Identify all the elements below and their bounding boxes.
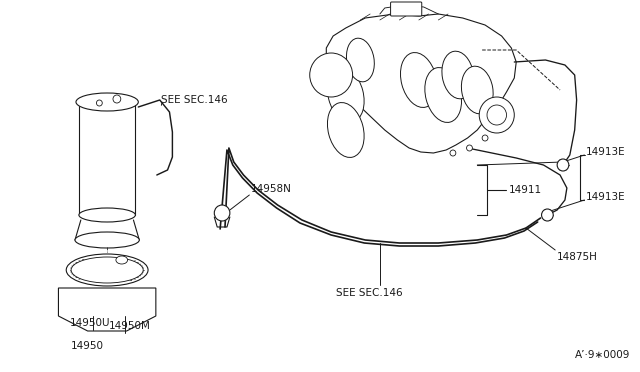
Circle shape <box>214 205 230 221</box>
Ellipse shape <box>346 38 374 82</box>
Text: 14913E: 14913E <box>586 147 625 157</box>
Ellipse shape <box>79 208 136 222</box>
Text: 14875H: 14875H <box>557 252 598 262</box>
Circle shape <box>557 159 569 171</box>
Ellipse shape <box>425 68 461 122</box>
Ellipse shape <box>66 254 148 286</box>
Circle shape <box>467 145 472 151</box>
Circle shape <box>450 150 456 156</box>
Ellipse shape <box>71 257 143 283</box>
Ellipse shape <box>442 51 474 99</box>
Text: SEE SEC.146: SEE SEC.146 <box>161 95 227 105</box>
Text: 14950: 14950 <box>71 341 104 351</box>
Text: 14913E: 14913E <box>586 192 625 202</box>
Circle shape <box>113 95 121 103</box>
FancyBboxPatch shape <box>390 2 422 16</box>
Circle shape <box>482 135 488 141</box>
Text: 14958N: 14958N <box>250 184 291 194</box>
Circle shape <box>541 209 553 221</box>
Text: 14950M: 14950M <box>109 321 151 331</box>
Circle shape <box>97 100 102 106</box>
Ellipse shape <box>328 68 364 122</box>
Text: A’·9∗0009: A’·9∗0009 <box>575 350 630 360</box>
Ellipse shape <box>401 52 437 108</box>
Text: 14950U: 14950U <box>70 318 111 328</box>
Ellipse shape <box>461 66 493 114</box>
Ellipse shape <box>116 256 127 264</box>
Ellipse shape <box>328 103 364 157</box>
Text: SEE SEC.146: SEE SEC.146 <box>336 288 403 298</box>
Ellipse shape <box>75 232 140 248</box>
Circle shape <box>479 97 515 133</box>
Ellipse shape <box>79 95 136 109</box>
Circle shape <box>310 53 353 97</box>
Text: 14911: 14911 <box>508 185 541 195</box>
Ellipse shape <box>76 93 138 111</box>
Circle shape <box>487 105 506 125</box>
